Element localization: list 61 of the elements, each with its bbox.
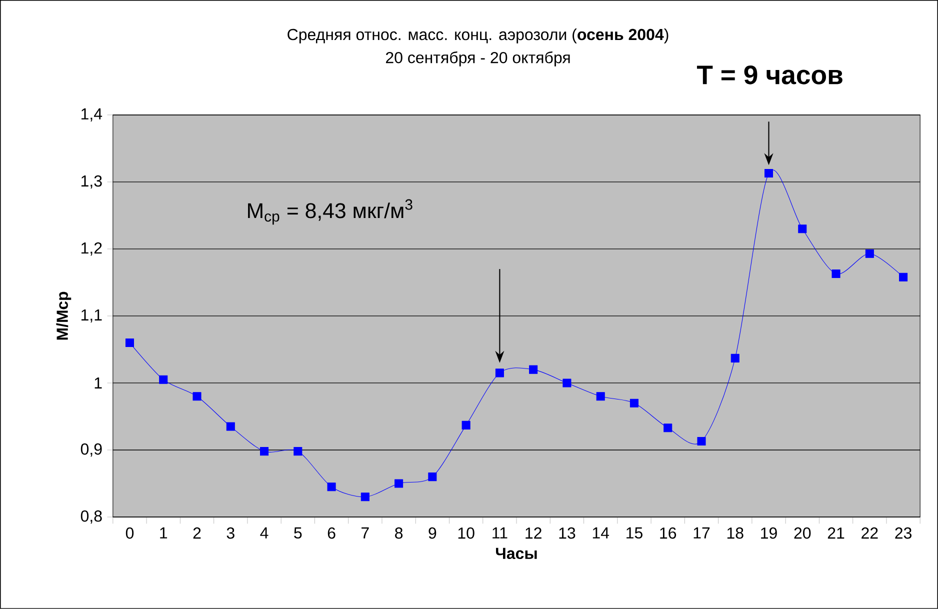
x-tick-label: 14 bbox=[592, 527, 610, 538]
x-tick-label: 23 bbox=[895, 527, 912, 539]
x-tick-label: 4 bbox=[260, 527, 268, 538]
y-tick-label: 1,4 bbox=[81, 108, 102, 122]
x-tick-label: 21 bbox=[828, 527, 844, 539]
chart-subtitle: 20 сентября - 20 октября bbox=[386, 51, 570, 66]
point bbox=[327, 482, 336, 492]
point bbox=[260, 447, 269, 456]
point bbox=[394, 479, 404, 488]
point bbox=[664, 424, 672, 432]
point bbox=[529, 365, 538, 374]
y-tick-label: 0,9 bbox=[80, 443, 102, 457]
point bbox=[899, 272, 908, 282]
x-tick-label: 15 bbox=[626, 527, 642, 539]
point bbox=[428, 472, 437, 482]
point bbox=[226, 422, 235, 431]
point bbox=[832, 270, 840, 278]
point bbox=[596, 392, 605, 401]
x-tick-label: 8 bbox=[395, 527, 403, 539]
chart-title: Средняя относ. масс. конц. аэрозоли (осень 2004) bbox=[288, 28, 668, 44]
point bbox=[798, 224, 807, 234]
x-tick-label: 2 bbox=[193, 527, 201, 539]
x-tick-label: 12 bbox=[526, 527, 542, 539]
point bbox=[562, 378, 572, 388]
x-tick-label: 22 bbox=[862, 527, 878, 539]
point bbox=[630, 398, 638, 408]
x-tick-label: 11 bbox=[492, 527, 508, 538]
y-tick-label: 0,8 bbox=[80, 510, 102, 524]
point bbox=[192, 392, 202, 401]
x-tick-label: 0 bbox=[126, 527, 134, 539]
text: T = 9 часов bbox=[696, 66, 842, 84]
x-tick-label: 1 bbox=[160, 527, 168, 538]
x-tick-label: 16 bbox=[660, 527, 676, 539]
x-axis-title: Часы bbox=[496, 548, 537, 560]
x-tick-label: 18 bbox=[727, 527, 744, 539]
x-tick-label: 13 bbox=[559, 527, 576, 539]
x-tick-label: 5 bbox=[294, 527, 302, 539]
y-tick-label: 1 bbox=[94, 378, 102, 389]
point bbox=[125, 338, 134, 348]
point bbox=[730, 354, 740, 362]
annotation: M$_{ср}$ = 8,43 мкг/м$^{3}$ bbox=[248, 199, 412, 225]
point bbox=[462, 420, 470, 430]
y-axis-title: М/Мср bbox=[56, 292, 72, 340]
point bbox=[159, 375, 168, 384]
x-tick-label: 10 bbox=[458, 527, 474, 539]
y-tick-label: 1,3 bbox=[81, 175, 102, 189]
point bbox=[294, 447, 302, 456]
point bbox=[865, 249, 874, 258]
point bbox=[697, 437, 706, 446]
y-tick-label: 1,2 bbox=[81, 242, 102, 256]
point bbox=[495, 368, 504, 378]
point bbox=[360, 492, 370, 502]
point bbox=[764, 168, 774, 178]
x-tick-label: 20 bbox=[794, 527, 811, 539]
x-tick-label: 7 bbox=[362, 527, 369, 538]
x-tick-label: 9 bbox=[428, 527, 436, 539]
x-tick-label: 17 bbox=[694, 527, 710, 538]
x-tick-label: 6 bbox=[328, 527, 336, 539]
x-tick-label: 19 bbox=[761, 527, 777, 539]
x-tick-label: 3 bbox=[226, 527, 234, 539]
y-tick-label: 1,1 bbox=[81, 309, 102, 323]
